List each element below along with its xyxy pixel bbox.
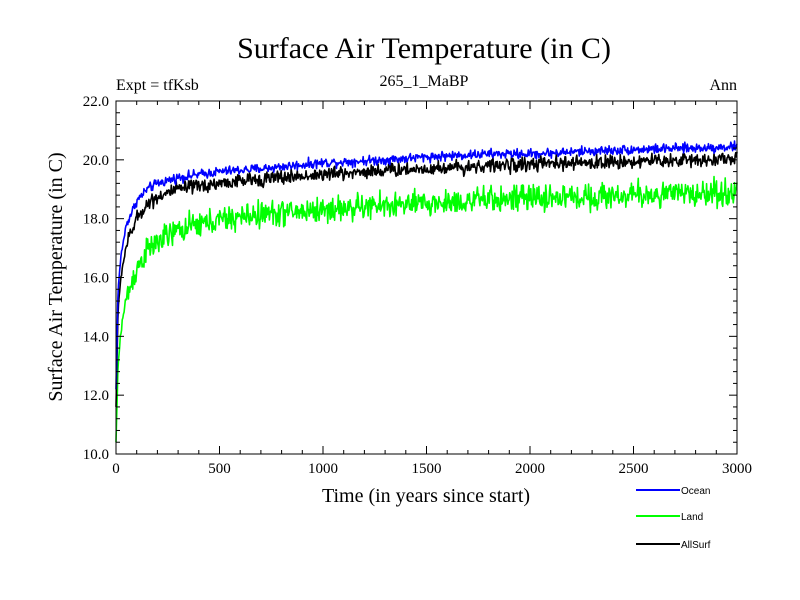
plot-frame — [115, 100, 738, 455]
series-line-allsurf — [115, 151, 738, 407]
legend-label-ocean: Ocean — [681, 486, 710, 497]
chart-right-label: Ann — [709, 77, 737, 94]
y-tick-label: 22.0 — [83, 94, 109, 110]
chart-left-label: Expt = tfKsb — [116, 77, 199, 94]
x-tick-label: 1500 — [412, 461, 442, 477]
y-tick-label: 18.0 — [83, 212, 109, 228]
x-tick-label: 2000 — [515, 461, 545, 477]
y-axis-label: Surface Air Temperature (in C) — [45, 152, 67, 401]
x-tick-label: 2500 — [619, 461, 649, 477]
y-tick-label: 12.0 — [83, 388, 109, 404]
y-tick-label: 16.0 — [83, 271, 109, 287]
series-line-land — [115, 175, 738, 443]
x-tick-label: 1000 — [308, 461, 338, 477]
series-line-ocean — [115, 140, 738, 390]
legend-label-allsurf: AllSurf — [681, 540, 711, 551]
axis-layer: 0 500 1000 1500 2000 2500 3000 10.0 12.0 14.0 16.0… — [83, 94, 752, 477]
chart-title: Surface Air Temperature (in C) — [237, 32, 611, 65]
x-tick-label: 0 — [112, 461, 120, 477]
series-layer — [115, 140, 738, 443]
x-axis-label: Time (in years since start) — [322, 485, 530, 507]
y-tick-label: 20.0 — [83, 153, 109, 169]
y-tick-label: 10.0 — [83, 447, 109, 463]
legend: Ocean Land AllSurf — [636, 486, 711, 551]
x-tick-label: 3000 — [722, 461, 752, 477]
chart-subtitle: 265_1_MaBP — [380, 73, 469, 90]
legend-label-land: Land — [681, 512, 703, 523]
y-tick-label: 14.0 — [83, 329, 109, 345]
x-tick-label: 500 — [208, 461, 231, 477]
